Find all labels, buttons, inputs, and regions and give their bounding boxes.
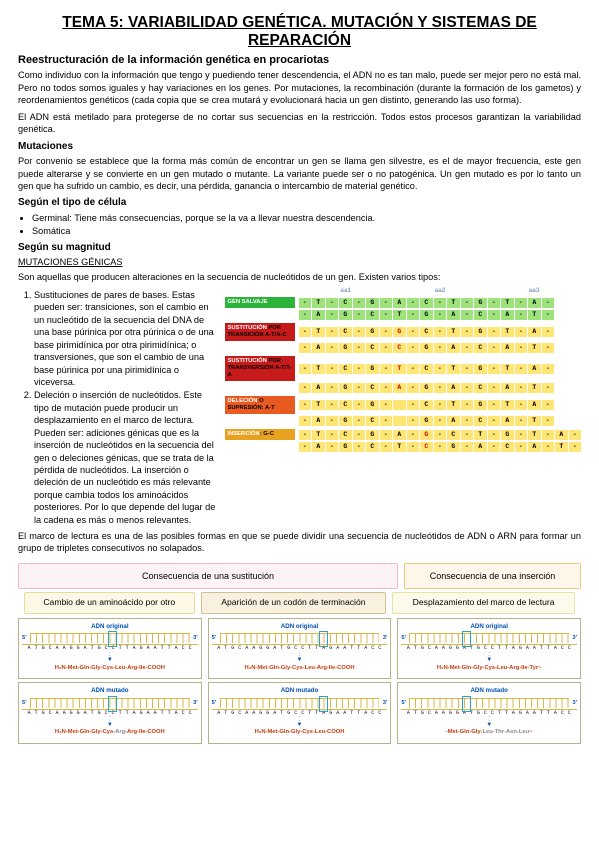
- dna-panel: ADN original5'3'A T G C A A G G A T G C …: [18, 618, 202, 680]
- page-title: TEMA 5: VARIABILIDAD GENÉTICA. MUTACIÓN …: [18, 14, 581, 50]
- dna-panel: ADN mutado5'3'A T G C A A G G A T G C C …: [18, 682, 202, 744]
- section-heading: Reestructuración de la información genét…: [18, 53, 581, 68]
- bullet-list: Germinal: Tiene más consecuencias, porqu…: [18, 212, 581, 238]
- sub-heading: MUTACIONES GÉNICAS: [18, 256, 581, 268]
- list-item: Deleción o inserción de nucleótidos. Est…: [34, 389, 217, 526]
- paragraph: Son aquellas que producen alteraciones e…: [18, 271, 581, 283]
- list-item: Somática: [32, 225, 581, 237]
- consequence-sub-box: Desplazamiento del marco de lectura: [392, 592, 575, 614]
- consequence-sub-box: Cambio de un aminoácido por otro: [24, 592, 195, 614]
- consequence-box: Consecuencia de una inserción: [404, 563, 581, 589]
- subsection-heading: Según el tipo de célula: [18, 196, 581, 210]
- consequence-box: Consecuencia de una sustitución: [18, 563, 398, 589]
- subsection-heading: Mutaciones: [18, 140, 581, 154]
- dna-panels-row: ADN mutado5'3'A T G C A A G G A T G C C …: [18, 682, 581, 744]
- list-item: Germinal: Tiene más consecuencias, porqu…: [32, 212, 581, 224]
- consequence-row: Consecuencia de una sustitución Consecue…: [18, 563, 581, 589]
- list-item: Sustituciones de pares de bases. Estas p…: [34, 289, 217, 388]
- dna-panels-row: ADN original5'3'A T G C A A G G A T G C …: [18, 618, 581, 680]
- dna-panel: ADN mutado5'3'A T G C A A G G A T G C C …: [208, 682, 392, 744]
- dna-panel: ADN original5'3'A T G C A A G G A T G C …: [208, 618, 392, 680]
- dna-panel: ADN original5'3'A T G C A A G G A T G C …: [397, 618, 581, 680]
- sequence-figure: aa1aa2aa3GEN SALVAJE-T-C-G-A-C-T-G-T-A--…: [225, 287, 582, 528]
- ordered-list: Sustituciones de pares de bases. Estas p…: [18, 289, 217, 526]
- consequence-sub-box: Aparición de un codón de terminación: [201, 592, 387, 614]
- dna-panel: ADN mutado5'3'A T G C A A G G A T G C C …: [397, 682, 581, 744]
- paragraph: Como individuo con la información que te…: [18, 69, 581, 106]
- subsection-heading: Según su magnitud: [18, 241, 581, 255]
- paragraph: Por convenio se establece que la forma m…: [18, 155, 581, 192]
- consequence-subrow: Cambio de un aminoácido por otro Aparició…: [18, 592, 581, 614]
- paragraph: El ADN está metilado para protegerse de …: [18, 111, 581, 136]
- paragraph: El marco de lectura es una de las posibl…: [18, 530, 581, 555]
